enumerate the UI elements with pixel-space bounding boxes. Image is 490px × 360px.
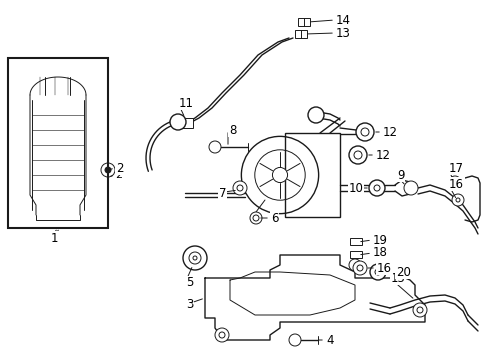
- Text: 16: 16: [377, 261, 392, 275]
- Text: 6: 6: [271, 212, 278, 225]
- Text: 8: 8: [229, 123, 236, 136]
- Text: 20: 20: [396, 266, 411, 279]
- Circle shape: [183, 246, 207, 270]
- Circle shape: [170, 114, 186, 130]
- Circle shape: [349, 146, 367, 164]
- Text: 12: 12: [383, 126, 398, 139]
- Text: 9: 9: [397, 168, 405, 181]
- Text: 4: 4: [326, 333, 334, 346]
- Text: 2: 2: [115, 170, 122, 180]
- Bar: [295, 30, 307, 38]
- Circle shape: [370, 264, 386, 280]
- Circle shape: [308, 107, 324, 123]
- Circle shape: [453, 180, 457, 184]
- Circle shape: [369, 180, 385, 196]
- Circle shape: [349, 259, 361, 271]
- Text: 17: 17: [449, 162, 464, 175]
- Circle shape: [209, 141, 221, 153]
- Text: 2: 2: [116, 162, 123, 175]
- Bar: [178, 118, 193, 128]
- Circle shape: [233, 181, 247, 195]
- Bar: [8, 58, 108, 228]
- Text: 11: 11: [179, 96, 194, 109]
- Text: 18: 18: [373, 247, 388, 260]
- Circle shape: [289, 334, 301, 346]
- Circle shape: [404, 181, 418, 195]
- Circle shape: [215, 328, 229, 342]
- Text: 1: 1: [51, 231, 58, 244]
- Circle shape: [413, 303, 427, 317]
- Text: 10: 10: [349, 181, 364, 194]
- Circle shape: [250, 212, 262, 224]
- Text: 12: 12: [376, 149, 391, 162]
- Circle shape: [272, 167, 288, 183]
- Bar: [298, 18, 310, 26]
- Text: 1: 1: [53, 232, 60, 242]
- Bar: [350, 238, 362, 245]
- Circle shape: [452, 194, 464, 206]
- Bar: [350, 251, 362, 258]
- Text: 14: 14: [336, 14, 351, 27]
- Text: 19: 19: [373, 234, 388, 247]
- Circle shape: [449, 176, 461, 188]
- Text: 16: 16: [449, 177, 464, 190]
- Circle shape: [356, 123, 374, 141]
- Circle shape: [105, 167, 111, 173]
- Bar: [285, 133, 340, 217]
- Text: 15: 15: [391, 271, 406, 284]
- Text: 7: 7: [219, 186, 226, 199]
- Text: 3: 3: [186, 298, 194, 311]
- Text: 13: 13: [336, 27, 351, 40]
- Text: 5: 5: [186, 276, 194, 289]
- Circle shape: [353, 261, 367, 275]
